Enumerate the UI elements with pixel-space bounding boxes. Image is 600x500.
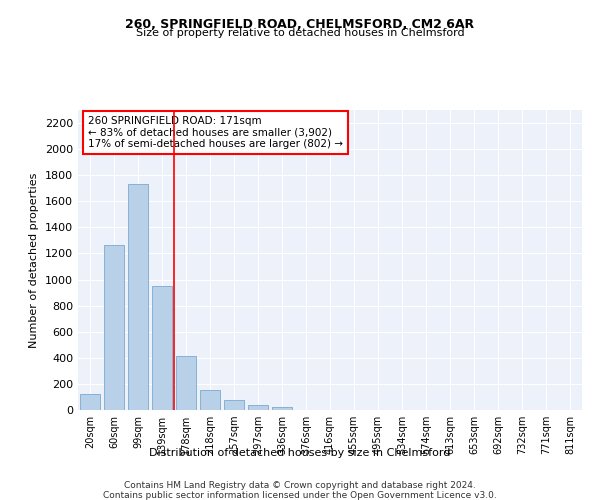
Bar: [128, 184, 148, 410]
Bar: [200, 390, 220, 410]
Text: 260 SPRINGFIELD ROAD: 171sqm
← 83% of detached houses are smaller (3,902)
17% of: 260 SPRINGFIELD ROAD: 171sqm ← 83% of de…: [88, 116, 343, 149]
Text: Contains public sector information licensed under the Open Government Licence v3: Contains public sector information licen…: [103, 491, 497, 500]
Bar: [104, 245, 124, 410]
Bar: [224, 400, 244, 410]
Bar: [176, 356, 196, 410]
Text: 260, SPRINGFIELD ROAD, CHELMSFORD, CM2 6AR: 260, SPRINGFIELD ROAD, CHELMSFORD, CM2 6…: [125, 18, 475, 30]
Bar: [248, 406, 268, 410]
Text: Distribution of detached houses by size in Chelmsford: Distribution of detached houses by size …: [149, 448, 451, 458]
Bar: [152, 286, 172, 410]
Bar: [80, 394, 100, 410]
Text: Size of property relative to detached houses in Chelmsford: Size of property relative to detached ho…: [136, 28, 464, 38]
Y-axis label: Number of detached properties: Number of detached properties: [29, 172, 40, 348]
Bar: [272, 408, 292, 410]
Text: Contains HM Land Registry data © Crown copyright and database right 2024.: Contains HM Land Registry data © Crown c…: [124, 481, 476, 490]
